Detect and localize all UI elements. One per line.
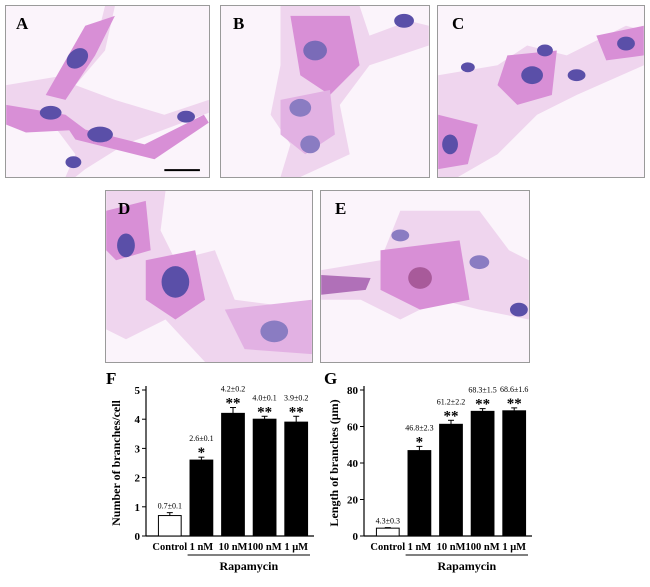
chart-f-y-tick-label: 2 bbox=[135, 473, 141, 485]
chart-g-bar bbox=[375, 527, 400, 537]
micrograph-b-image bbox=[221, 6, 429, 177]
chart-f-significance: ** bbox=[289, 404, 304, 420]
chart-f-y-tick-label: 4 bbox=[135, 414, 141, 426]
chart-f-data-label: 0.7±0.1 bbox=[158, 502, 182, 511]
chart-f-y-label: Number of branches/cell bbox=[109, 399, 123, 525]
chart-f-y-tick-label: 1 bbox=[135, 502, 141, 514]
panel-label-c: C bbox=[452, 14, 465, 33]
micrograph-a-image bbox=[6, 6, 209, 177]
chart-f-significance: * bbox=[198, 445, 206, 461]
chart-f-category-label: 10 nM bbox=[219, 542, 248, 553]
chart-g-category-label: 1 nM bbox=[408, 542, 432, 553]
chart-f-category-label: Control bbox=[152, 542, 187, 553]
chart-g-significance: ** bbox=[507, 396, 522, 412]
micrograph-panel-e: E bbox=[320, 190, 530, 363]
chart-f-data-label: 4.2±0.2 bbox=[221, 385, 245, 394]
chart-g-data-label: 46.8±2.3 bbox=[405, 423, 433, 432]
chart-f-svg: F 0 1 2 3 4 5 Number of branches/cell 0.7±0.1 Con… bbox=[106, 369, 314, 573]
chart-f-bar bbox=[284, 421, 309, 537]
micrograph-panel-a: A bbox=[5, 5, 210, 178]
chart-f-significance: ** bbox=[226, 396, 241, 412]
micrograph-d-image bbox=[106, 191, 312, 362]
chart-g-data-label: 68.3±1.5 bbox=[468, 386, 496, 395]
chart-g-y-tick-label: 60 bbox=[347, 422, 359, 434]
chart-f-bar bbox=[189, 459, 214, 537]
chart-g-category-label: 10 nM bbox=[437, 542, 466, 553]
chart-g-data-label: 61.2±2.2 bbox=[437, 397, 465, 406]
chart-g-bar bbox=[439, 423, 463, 537]
chart-g-category-label: 100 nM bbox=[466, 542, 500, 553]
chart-g-y-tick-label: 40 bbox=[347, 458, 359, 470]
chart-f-bar bbox=[221, 412, 245, 537]
chart-g-y-tick-label: 80 bbox=[347, 385, 359, 397]
chart-f-data-label: 4.0±0.1 bbox=[252, 393, 276, 402]
chart-f-y-tick-label: 3 bbox=[135, 443, 141, 455]
chart-f-significance: ** bbox=[257, 404, 272, 420]
chart-f-category-label: 1 nM bbox=[190, 542, 214, 553]
panel-label-d: D bbox=[118, 199, 131, 218]
chart-g-y-label: Length of branches (μm) bbox=[327, 399, 341, 526]
micrograph-e-image bbox=[321, 191, 529, 362]
chart-g-panel-label: G bbox=[324, 369, 337, 388]
chart-f-data-label: 2.6±0.1 bbox=[189, 434, 213, 443]
chart-g-group-label: Rapamycin bbox=[437, 559, 496, 573]
chart-g-y-tick-label: 0 bbox=[353, 531, 359, 543]
panel-label-e: E bbox=[335, 199, 347, 218]
chart-g-data-label: 4.3±0.3 bbox=[376, 517, 400, 526]
chart-f-category-label: 100 nM bbox=[248, 542, 282, 553]
chart-f-bar bbox=[157, 515, 182, 537]
chart-g-y-tick-label: 20 bbox=[347, 495, 359, 507]
chart-g-svg: G 0 20 40 60 80 Length of branches (μm) 4.3±0.3… bbox=[324, 369, 532, 573]
micrograph-panel-c: C bbox=[437, 5, 645, 178]
chart-g-category-label: Control bbox=[370, 542, 405, 553]
chart-branch-length: G 0 20 40 60 80 Length of branches (μm) 4.3±0.3… bbox=[318, 368, 545, 582]
chart-g-significance: ** bbox=[444, 408, 459, 424]
chart-f-group-label: Rapamycin bbox=[219, 559, 278, 573]
panel-label-b: B bbox=[233, 14, 245, 33]
chart-f-panel-label: F bbox=[106, 369, 116, 388]
chart-g-category-label: 1 μM bbox=[502, 542, 526, 553]
chart-f-y-tick-label: 5 bbox=[135, 385, 141, 397]
chart-f-bar bbox=[252, 418, 277, 537]
chart-g-bar bbox=[502, 410, 527, 537]
chart-f-data-label: 3.9±0.2 bbox=[284, 393, 308, 402]
chart-f-y-tick-label: 0 bbox=[135, 531, 141, 543]
chart-g-significance: * bbox=[416, 434, 424, 450]
micrograph-panel-d: D bbox=[105, 190, 313, 363]
chart-branches-per-cell: F 0 1 2 3 4 5 Number of branches/cell 0.7±0.1 Con… bbox=[100, 368, 325, 582]
micrograph-panel-b: B bbox=[220, 5, 430, 178]
panel-label-a: A bbox=[16, 14, 29, 33]
chart-g-data-label: 68.6±1.6 bbox=[500, 385, 528, 394]
chart-g-bar bbox=[470, 410, 495, 537]
micrograph-c-image bbox=[438, 6, 644, 177]
chart-g-bar bbox=[407, 450, 432, 537]
chart-f-category-label: 1 μM bbox=[284, 542, 308, 553]
chart-g-significance: ** bbox=[475, 397, 490, 413]
